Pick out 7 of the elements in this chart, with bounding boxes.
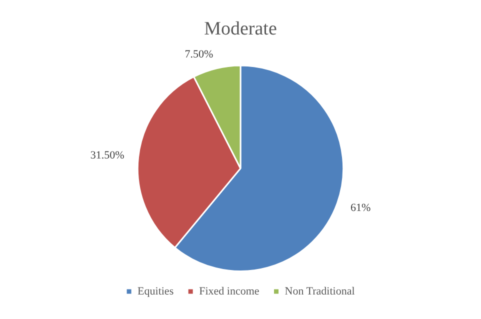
data-label: 61% bbox=[350, 202, 371, 214]
chart-title: Moderate bbox=[204, 18, 277, 40]
data-label: 31.50% bbox=[90, 149, 124, 162]
data-label: 7.50% bbox=[184, 48, 214, 61]
legend-label: Equities bbox=[138, 285, 174, 298]
legend-label: Fixed income bbox=[199, 285, 260, 298]
legend-label: Non Traditional bbox=[284, 285, 355, 298]
